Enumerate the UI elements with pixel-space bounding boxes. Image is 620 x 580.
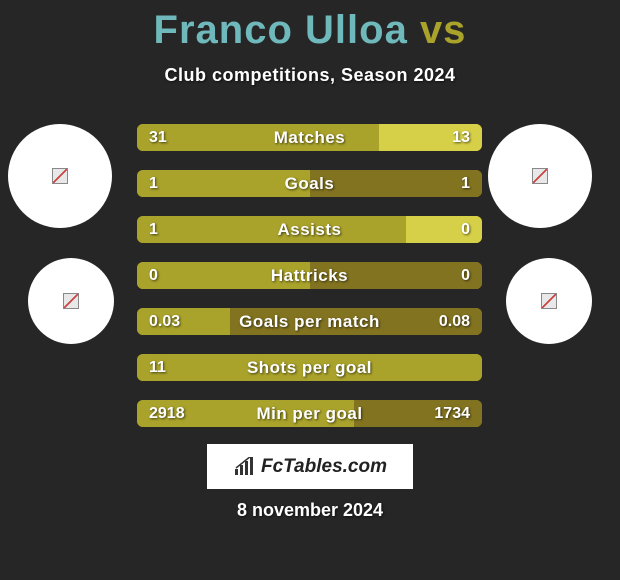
stat-label: Min per goal (137, 400, 482, 427)
image-placeholder-icon (532, 168, 548, 184)
stat-label: Matches (137, 124, 482, 151)
stat-row: 11Goals (137, 170, 482, 197)
image-placeholder-icon (63, 293, 79, 309)
player1-avatar (8, 124, 112, 228)
image-placeholder-icon (52, 168, 68, 184)
stat-label: Hattricks (137, 262, 482, 289)
stat-row: 29181734Min per goal (137, 400, 482, 427)
stat-label: Goals per match (137, 308, 482, 335)
player2-avatar (488, 124, 592, 228)
footer-logo: FcTables.com (207, 444, 413, 489)
stat-row: 00Hattricks (137, 262, 482, 289)
stat-label: Goals (137, 170, 482, 197)
stat-row: 0.030.08Goals per match (137, 308, 482, 335)
image-placeholder-icon (541, 293, 557, 309)
stat-label: Assists (137, 216, 482, 243)
stat-row: 11Shots per goal (137, 354, 482, 381)
bar-chart-icon (233, 457, 257, 477)
stats-bars: 3113Matches 11Goals 10Assists 00Hattricks 0.… (137, 124, 482, 446)
team2-logo (506, 258, 592, 344)
page-title: Franco Ulloa vs (0, 0, 620, 53)
subtitle: Club competitions, Season 2024 (0, 65, 620, 86)
brand-name: FcTables.com (261, 456, 387, 478)
stat-row: 10Assists (137, 216, 482, 243)
stat-label: Shots per goal (137, 354, 482, 381)
stat-row: 3113Matches (137, 124, 482, 151)
player1-name: Franco Ulloa (154, 8, 408, 52)
date-label: 8 november 2024 (0, 500, 620, 521)
title-vs: vs (420, 8, 467, 52)
team1-logo (28, 258, 114, 344)
